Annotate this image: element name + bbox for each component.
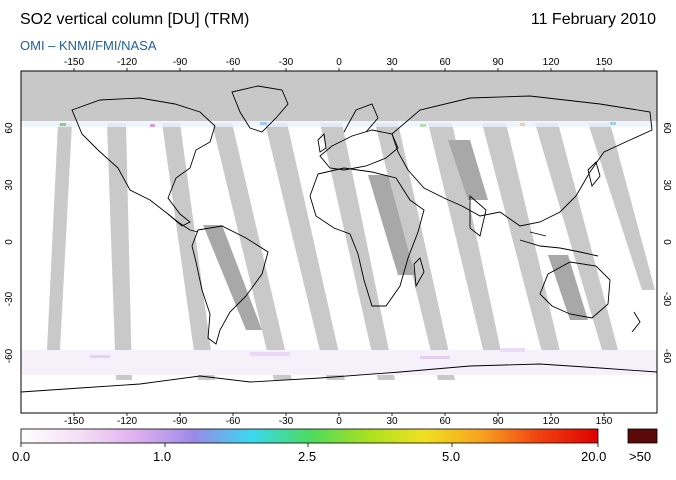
lon-label-bottom: 120 xyxy=(543,416,560,427)
australia-outline xyxy=(539,261,611,319)
colorbar-label-0: 0.0 xyxy=(12,449,31,464)
colorbar-label-3: 5.0 xyxy=(442,449,461,464)
africa-outline xyxy=(309,167,425,307)
japan-outline xyxy=(587,161,601,187)
lon-label-top: -30 xyxy=(279,57,294,68)
lon-label-top: -120 xyxy=(117,57,137,68)
longitude-labels-top: -150 -120 -90 -60 -30 0 30 60 90 120 150 xyxy=(64,57,613,71)
north-america-outline xyxy=(71,97,216,227)
lat-label-right: -30 xyxy=(661,292,672,307)
lon-label-top: 30 xyxy=(386,57,398,68)
no-data-region-north xyxy=(21,71,657,121)
antarctica-outline xyxy=(21,363,657,393)
lon-label-bottom: -150 xyxy=(64,416,84,427)
map-date: 11 February 2010 xyxy=(530,11,656,28)
orbit-gap-stripes xyxy=(47,123,655,380)
south-america-outline xyxy=(191,225,269,345)
greenland-outline xyxy=(231,85,289,133)
lat-label-left: 60 xyxy=(4,122,15,134)
lon-label-bottom: -120 xyxy=(117,416,137,427)
colorbar-label-4: 20.0 xyxy=(581,449,607,464)
colorbar-label-2: 2.5 xyxy=(298,449,317,464)
lon-label-top: 0 xyxy=(336,57,342,68)
colorbar xyxy=(20,428,599,444)
map-content xyxy=(21,71,657,393)
lon-label-bottom: -30 xyxy=(279,416,294,427)
lat-label-right: 30 xyxy=(661,179,672,191)
lon-label-bottom: 30 xyxy=(386,416,398,427)
madagascar-outline xyxy=(413,257,425,288)
latitude-labels-right: 60 30 0 -30 -60 xyxy=(661,122,672,363)
lon-label-bottom: -90 xyxy=(173,416,188,427)
lat-label-right: 60 xyxy=(661,122,672,134)
lat-label-right: -60 xyxy=(661,349,672,364)
lon-label-top: -150 xyxy=(64,57,84,68)
orbit-gap-overlap-on-land xyxy=(203,140,588,330)
colorbar-ticks xyxy=(20,443,599,447)
lon-label-bottom: 0 xyxy=(336,416,342,427)
colorbar-label-1: 1.0 xyxy=(153,449,172,464)
asia-outline xyxy=(391,95,653,227)
noise-band-south xyxy=(21,348,657,375)
lat-label-right: 0 xyxy=(661,239,672,245)
indonesia-outline xyxy=(519,231,599,257)
data-source: OMI – KNMI/FMI/NASA xyxy=(20,38,157,53)
lon-label-top: 60 xyxy=(439,57,451,68)
scandinavia-outline xyxy=(343,103,379,133)
latitude-labels-left: 60 30 0 -30 -60 xyxy=(4,122,15,363)
lat-label-left: -30 xyxy=(4,291,15,306)
longitude-labels-bottom: -150 -120 -90 -60 -30 0 30 60 90 120 150 xyxy=(64,413,613,427)
lon-label-top: -60 xyxy=(226,57,241,68)
uk-outline xyxy=(317,133,327,153)
colorbar-overflow-label: >50 xyxy=(629,449,652,464)
lon-label-top: -90 xyxy=(173,57,188,68)
noise-band-north xyxy=(21,121,657,127)
lat-label-left: -60 xyxy=(4,348,15,363)
lon-label-bottom: -60 xyxy=(226,416,241,427)
lat-label-left: 0 xyxy=(4,239,15,245)
lon-label-top: 90 xyxy=(492,57,504,68)
india-outline xyxy=(469,195,487,237)
new-zealand-outline xyxy=(631,311,641,333)
lat-label-left: 30 xyxy=(4,179,15,191)
map-title: SO2 vertical column [DU] (TRM) xyxy=(20,11,250,28)
lon-label-top: 120 xyxy=(543,57,560,68)
central-america-outline xyxy=(167,213,199,233)
colorbar-overflow-box xyxy=(627,428,658,444)
lon-label-bottom: 150 xyxy=(596,416,613,427)
coastlines xyxy=(21,85,657,393)
lon-label-top: 150 xyxy=(596,57,613,68)
lon-label-bottom: 90 xyxy=(492,416,504,427)
lon-label-bottom: 60 xyxy=(439,416,451,427)
